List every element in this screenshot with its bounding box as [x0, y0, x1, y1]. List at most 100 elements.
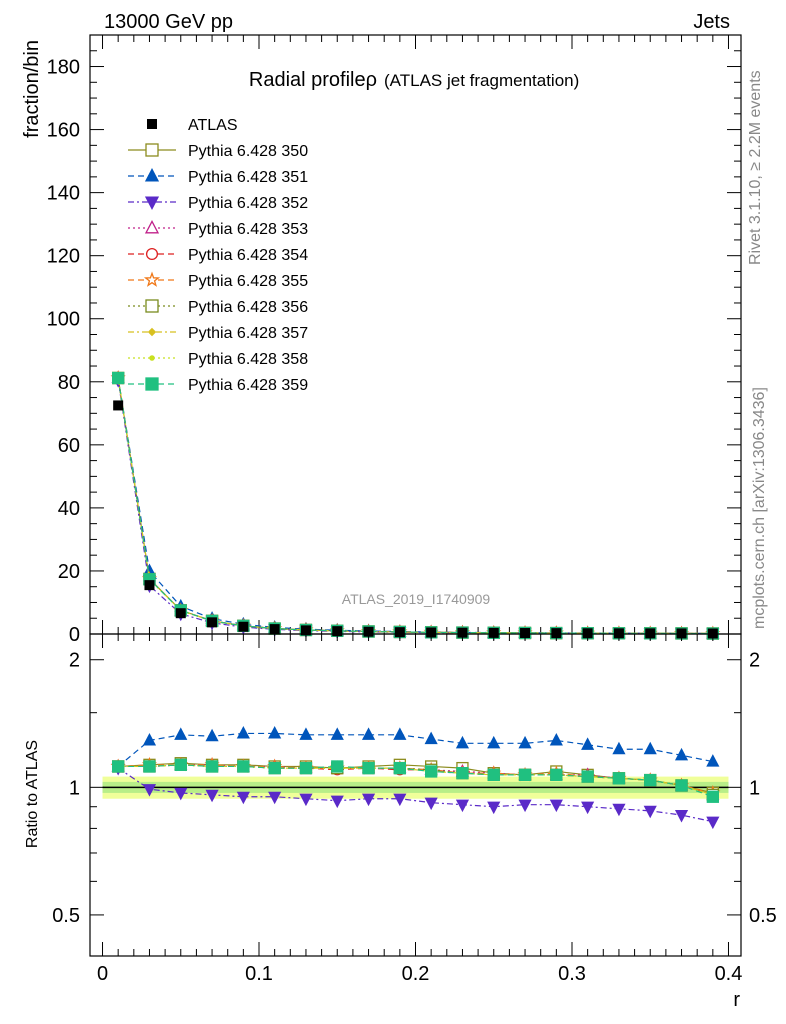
- legend-label-pythia-6-428-351: Pythia 6.428 351: [188, 169, 308, 186]
- ratio-y-tick-label-right: 2: [749, 650, 760, 672]
- ratio-series-pythia-6-428-351: [111, 726, 720, 772]
- main-y-tick-label: 0: [69, 624, 80, 646]
- atlas-data-point: [613, 628, 624, 639]
- ratio-point-pythia-6-428-351: [706, 754, 720, 767]
- ratio-point-pythia-6-428-359: [205, 760, 219, 773]
- atlas-data-point: [332, 626, 343, 637]
- ratio-point-pythia-6-428-352: [518, 799, 532, 813]
- ratio-point-pythia-6-428-352: [581, 801, 595, 815]
- chart-title: Radial profileρ (ATLAS jet fragmentation…: [249, 69, 579, 91]
- legend-marker-atlas: [147, 119, 157, 129]
- main-y-tick-label: 160: [47, 120, 80, 142]
- ratio-y-tick-label: 1: [69, 777, 80, 799]
- legend-label-pythia-6-428-353: Pythia 6.428 353: [188, 221, 308, 238]
- main-panel: 0 20 40 60 80 100 120 140 160 180 fraction/bin Ra…: [21, 34, 742, 646]
- x-tick-label: 0.4: [715, 963, 743, 985]
- legend-marker-pythia-6-428-350: [145, 143, 159, 157]
- x-tick-label: 0.2: [402, 963, 430, 985]
- side-label-rivet: Rivet 3.1.10, ≥ 2.2M events: [747, 70, 764, 265]
- ratio-y-tick-label: 0.5: [52, 905, 80, 927]
- legend-marker-pythia-6-428-358: [149, 355, 155, 361]
- ratio-y-tick-label: 2: [69, 650, 80, 672]
- ratio-point-pythia-6-428-351: [487, 735, 501, 749]
- legend-label-pythia-6-428-356: Pythia 6.428 356: [188, 299, 308, 316]
- chart-title-sub: (ATLAS jet fragmentation): [384, 71, 579, 90]
- ratio-point-pythia-6-428-351: [142, 733, 157, 746]
- ratio-point-pythia-6-428-359: [268, 761, 281, 775]
- ratio-y-axis-label: Ratio to ATLAS: [24, 740, 41, 848]
- ratio-point-pythia-6-428-359: [237, 760, 250, 773]
- x-tick-label: 0.3: [558, 963, 586, 985]
- legend-label-pythia-6-428-359: Pythia 6.428 359: [188, 377, 308, 394]
- x-tick-label: 0: [97, 963, 108, 985]
- main-y-tick-label: 20: [58, 561, 80, 583]
- atlas-data-point: [144, 580, 155, 591]
- ratio-point-pythia-6-428-351: [549, 733, 563, 746]
- ratio-point-pythia-6-428-351: [518, 735, 532, 749]
- ratio-point-pythia-6-428-359: [675, 779, 688, 792]
- ratio-point-pythia-6-428-352: [424, 797, 438, 811]
- ratio-point-pythia-6-428-352: [612, 803, 626, 817]
- ratio-point-pythia-6-428-359: [424, 765, 438, 778]
- legend: ATLAS Pythia 6.428 350 Pythia 6.428 351 Pyt…: [128, 117, 308, 394]
- ratio-point-pythia-6-428-352: [487, 801, 501, 815]
- ratio-point-pythia-6-428-359: [550, 768, 563, 782]
- ratio-point-pythia-6-428-351: [205, 728, 219, 742]
- legend-label-pythia-6-428-350: Pythia 6.428 350: [188, 143, 308, 160]
- ratio-point-pythia-6-428-359: [143, 760, 156, 773]
- ratio-point-pythia-6-428-352: [361, 793, 376, 807]
- ratio-point-pythia-6-428-351: [330, 727, 344, 740]
- ratio-point-pythia-6-428-352: [236, 791, 250, 805]
- main-y-tick-label: 40: [58, 498, 80, 520]
- atlas-data-point: [457, 627, 468, 638]
- legend-label-pythia-6-428-355: Pythia 6.428 355: [188, 273, 308, 290]
- atlas-data-point: [207, 617, 218, 628]
- ratio-point-pythia-6-428-359: [612, 772, 626, 785]
- atlas-data-point: [426, 627, 437, 638]
- legend-marker-pythia-6-428-352: [144, 196, 160, 210]
- legend-marker-pythia-6-428-351: [144, 168, 160, 182]
- main-y-tick-label: 60: [58, 435, 80, 457]
- main-y-tick-label: 80: [58, 372, 80, 394]
- main-y-tick-label: 140: [47, 183, 80, 205]
- ratio-point-pythia-6-428-359: [487, 768, 500, 782]
- x-tick-label: 0.1: [245, 963, 273, 985]
- analysis-label: ATLAS_2019_I1740909: [342, 591, 491, 607]
- chart-title-main: Radial profileρ: [249, 69, 377, 91]
- ratio-point-pythia-6-428-351: [393, 727, 407, 740]
- atlas-data-point: [300, 625, 311, 636]
- legend-label-pythia-6-428-352: Pythia 6.428 352: [188, 195, 308, 212]
- ratio-point-pythia-6-428-351: [268, 726, 282, 739]
- legend-label-pythia-6-428-357: Pythia 6.428 357: [188, 325, 308, 342]
- main-y-tick-label: 120: [47, 246, 80, 268]
- atlas-data-point: [488, 627, 499, 638]
- atlas-data-point: [551, 628, 562, 639]
- ratio-point-pythia-6-428-351: [424, 731, 438, 745]
- ratio-point-pythia-6-428-352: [142, 784, 157, 797]
- ratio-point-pythia-6-428-359: [112, 760, 125, 773]
- ratio-point-pythia-6-428-352: [393, 793, 407, 807]
- ratio-point-pythia-6-428-351: [674, 747, 689, 761]
- side-label-mcplots: mcplots.cern.ch [arXiv:1306.3436]: [751, 387, 768, 629]
- ratio-point-pythia-6-428-359: [299, 761, 313, 775]
- legend-marker-pythia-6-428-354: [145, 247, 159, 261]
- ratio-point-pythia-6-428-351: [299, 727, 313, 740]
- atlas-data-point: [269, 624, 280, 635]
- main-y-tick-label: 180: [47, 57, 80, 79]
- atlas-data-point: [394, 627, 405, 638]
- ratio-point-pythia-6-428-359: [456, 767, 469, 780]
- legend-marker-pythia-6-428-353: [144, 220, 160, 234]
- main-axis-ticks: 0 20 40 60 80 100 120 140 160 180: [47, 34, 741, 646]
- atlas-data-point: [175, 608, 186, 619]
- legend-marker-pythia-6-428-357: [147, 327, 157, 337]
- ratio-point-pythia-6-428-359: [331, 760, 344, 773]
- atlas-data-point: [363, 626, 374, 637]
- legend-marker-pythia-6-428-355: [143, 271, 161, 287]
- legend-marker-pythia-6-428-356: [145, 299, 159, 313]
- atlas-data-point: [520, 628, 531, 639]
- legend-marker-pythia-6-428-359: [145, 377, 159, 391]
- ratio-point-pythia-6-428-359: [706, 790, 719, 803]
- ratio-point-pythia-6-428-359: [581, 770, 594, 783]
- ratio-point-pythia-6-428-351: [455, 735, 470, 749]
